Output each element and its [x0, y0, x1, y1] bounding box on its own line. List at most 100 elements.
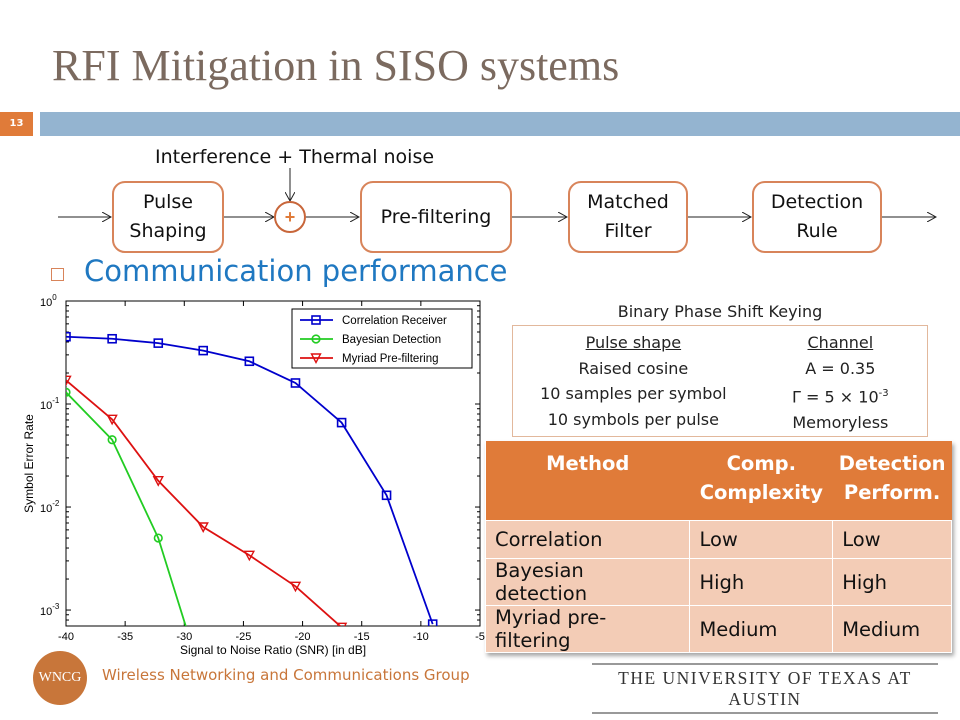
- y-tick-label: 10-2: [40, 499, 60, 515]
- data-point-circle: [153, 533, 163, 543]
- gamma-exponent: -3: [878, 388, 889, 399]
- plot-area: [66, 331, 438, 626]
- data-point-triangle: [106, 414, 118, 426]
- adder-plus-icon: +: [285, 207, 296, 227]
- parameters-box: Pulse shape Raised cosine 10 samples per…: [512, 325, 928, 437]
- table-row: Bayesian detection High High: [484, 558, 952, 606]
- data-point-triangle: [152, 476, 164, 487]
- x-tick-label: -15: [354, 631, 370, 643]
- legend: Correlation Receiver Bayesian Detection My…: [291, 308, 473, 369]
- cell-complexity: Medium: [689, 605, 834, 653]
- y-tick-exponent: -2: [52, 499, 60, 508]
- cell-method: Bayesian detection: [484, 558, 691, 606]
- header-complexity: Comp. Complexity: [689, 441, 833, 521]
- header-performance: Detection Perform.: [832, 441, 952, 521]
- series-bayesian-detection: [66, 387, 187, 626]
- data-point-square: [311, 315, 321, 325]
- y-tick-exponent: -1: [52, 396, 60, 405]
- data-point-triangle: [289, 581, 302, 593]
- data-point-circle: [311, 334, 321, 344]
- data-point-circle: [66, 387, 71, 397]
- gamma-text: Γ = 5 × 10: [792, 387, 879, 407]
- x-tick-label: -40: [58, 631, 74, 643]
- series-line: [66, 391, 187, 626]
- pulse-item: Raised cosine: [578, 358, 689, 378]
- y-axis-label: Symbol Error Rate: [22, 414, 36, 513]
- block-detection-rule: Detection Rule: [752, 181, 882, 253]
- channel-item: A = 0.35: [805, 358, 876, 378]
- table-row: Correlation Low Low: [484, 520, 952, 559]
- block-pulse-shaping: Pulse Shaping: [112, 181, 224, 253]
- x-tick-label: -20: [295, 631, 311, 643]
- cell-complexity: Low: [689, 520, 834, 559]
- cell-performance: High: [832, 558, 952, 606]
- cell-method: Myriad pre-filtering: [484, 605, 691, 653]
- channel-header: Channel: [807, 333, 874, 352]
- data-point-triangle: [197, 522, 209, 533]
- cell-performance: Low: [832, 520, 952, 559]
- header-method: Method: [485, 441, 690, 521]
- y-tick-label: 10-1: [40, 396, 60, 412]
- pulse-column: Pulse shape Raised cosine 10 samples per…: [513, 330, 754, 436]
- slide-number: 13: [0, 112, 33, 136]
- pulse-item: 10 samples per symbol: [540, 384, 727, 403]
- legend-label: Correlation Receiver: [342, 315, 447, 327]
- wncg-logo: WNCG: [33, 651, 87, 705]
- channel-item-gamma: Γ = 5 × 10-3: [754, 381, 927, 410]
- university-name: THE UNIVERSITY OF TEXAS AT AUSTIN: [592, 663, 938, 714]
- x-tick-label: -35: [117, 631, 133, 643]
- bullet-heading: Communication performance: [84, 254, 508, 288]
- x-tick-label: -10: [413, 631, 429, 643]
- data-point-triangle: [335, 622, 348, 626]
- adder-circle: [274, 201, 306, 233]
- y-tick-exponent: -3: [52, 602, 60, 611]
- data-point-square: [198, 345, 209, 356]
- x-axis-label: Signal to Noise Ratio (SNR) [in dB]: [180, 643, 366, 657]
- data-point-circle: [107, 435, 117, 445]
- x-tick-label: -5: [475, 631, 485, 643]
- data-point-square: [244, 356, 255, 367]
- x-tick-label: -25: [235, 631, 251, 643]
- series-myriad-pre-filtering: [66, 375, 348, 626]
- series-line: [66, 379, 342, 626]
- noise-label: Interference + Thermal noise: [155, 146, 435, 168]
- y-tick-label: 10-3: [40, 602, 60, 618]
- modulation-title: Binary Phase Shift Keying: [617, 302, 823, 321]
- data-point-triangle: [243, 550, 256, 562]
- y-tick-label: 100: [40, 293, 57, 309]
- table-header-row: Method Comp. Complexity Detection Perfor…: [485, 441, 952, 521]
- cell-performance: Medium: [832, 605, 952, 653]
- data-point-square: [66, 331, 71, 342]
- bullet-square-icon: [51, 268, 64, 281]
- x-tick-label: -30: [176, 631, 192, 643]
- series-correlation-receiver: [66, 331, 438, 626]
- methods-table: Method Comp. Complexity Detection Perfor…: [484, 441, 952, 653]
- legend-label: Myriad Pre-filtering: [342, 353, 439, 365]
- data-point-square: [107, 333, 117, 344]
- data-point-square: [336, 417, 347, 428]
- diagram-arrows: +: [58, 168, 960, 233]
- cell-complexity: High: [689, 558, 834, 606]
- series-line: [66, 335, 434, 625]
- pulse-item: 10 symbols per pulse: [547, 409, 719, 429]
- cell-method: Correlation: [484, 520, 691, 559]
- data-point-square: [153, 338, 164, 348]
- block-pre-filtering: Pre-filtering: [360, 181, 512, 253]
- table-row: Myriad pre-filtering Medium Medium: [484, 605, 952, 653]
- data-point-triangle: [66, 375, 72, 387]
- group-name: Wireless Networking and Communications G…: [102, 666, 470, 684]
- data-point-triangle: [310, 353, 322, 364]
- y-tick-exponent: 0: [52, 293, 57, 302]
- header-bar: [40, 112, 960, 136]
- data-point-square: [427, 619, 438, 626]
- ser-chart: -40 -35 -30 -25 -20 -15 -10 -510010-110-210-3Si…: [22, 293, 485, 657]
- channel-item: Memoryless: [792, 412, 889, 432]
- data-point-square: [381, 490, 392, 501]
- block-matched-filter: Matched Filter: [568, 181, 688, 253]
- slide-title: RFI Mitigation in SISO systems: [52, 41, 620, 90]
- channel-column: Channel A = 0.35 Γ = 5 × 10-3 Memoryless: [754, 330, 927, 436]
- legend-label: Bayesian Detection: [342, 334, 441, 346]
- pulse-header: Pulse shape: [585, 333, 682, 352]
- data-point-square: [290, 378, 301, 388]
